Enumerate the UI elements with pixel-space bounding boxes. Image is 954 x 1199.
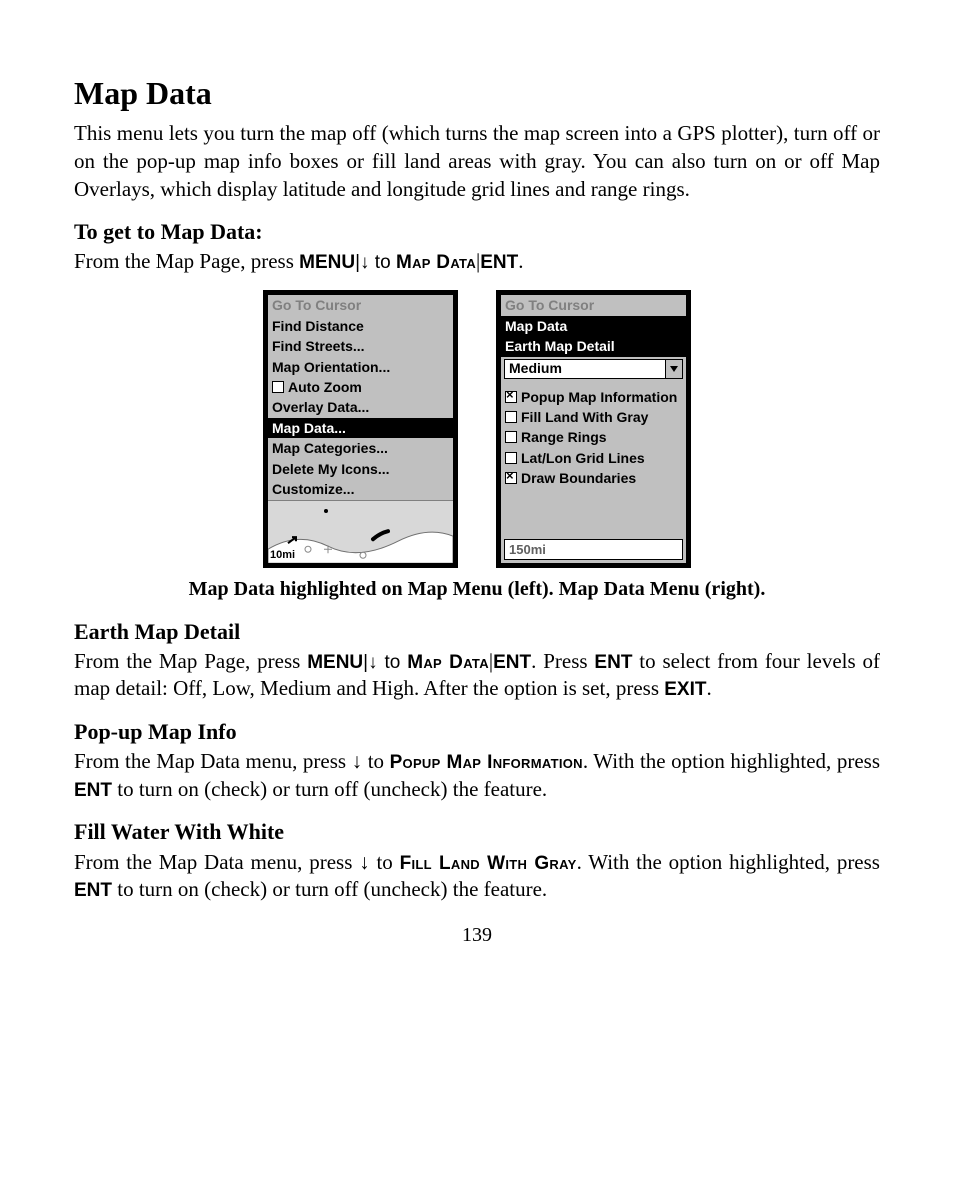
left-screen: Go To Cursor Find Distance Find Streets...… bbox=[263, 290, 458, 568]
togetto-heading: To get to Map Data: bbox=[74, 217, 880, 246]
option-label: Draw Boundaries bbox=[521, 470, 636, 486]
menu-item-label: Delete My Icons... bbox=[272, 461, 389, 477]
option-label: Popup Map Information bbox=[521, 389, 677, 405]
menu-item[interactable]: Delete My Icons... bbox=[268, 459, 453, 479]
popup-heading: Pop-up Map Info bbox=[74, 717, 880, 746]
txt: . Press bbox=[531, 649, 594, 673]
popup-paragraph: From the Map Data menu, press ↓ to Popup… bbox=[74, 748, 880, 803]
map-menu-list: Go To Cursor Find Distance Find Streets...… bbox=[268, 295, 453, 500]
txt: to turn on (check) or turn off (uncheck)… bbox=[112, 777, 547, 801]
menu-item[interactable]: Overlay Data... bbox=[268, 397, 453, 417]
menu-item-label: Customize... bbox=[272, 481, 354, 497]
menu-item-label: Auto Zoom bbox=[288, 379, 362, 395]
map-preview: 10mi bbox=[268, 500, 453, 563]
txt: From the Map Page, press bbox=[74, 649, 307, 673]
chevron-down-icon[interactable] bbox=[665, 360, 682, 378]
section-earthdetail: Earth Map Detail bbox=[501, 336, 686, 356]
txt: . With the option highlighted, press bbox=[583, 749, 880, 773]
sc-popup: Popup Map Information bbox=[390, 752, 583, 773]
dropdown-value: Medium bbox=[505, 359, 665, 377]
key-menu: MENU bbox=[307, 652, 363, 673]
menu-item[interactable]: Go To Cursor bbox=[268, 295, 453, 315]
menu-item[interactable]: Auto Zoom bbox=[268, 377, 453, 397]
checkbox-icon bbox=[505, 411, 517, 423]
txt: From the Map Data menu, press ↓ to bbox=[74, 850, 400, 874]
key-exit: EXIT bbox=[664, 679, 706, 700]
checkbox-icon bbox=[505, 452, 517, 464]
page-title: Map Data bbox=[74, 72, 880, 114]
earth-heading: Earth Map Detail bbox=[74, 617, 880, 646]
txt: |↓ to bbox=[363, 652, 407, 673]
txt: to turn on (check) or turn off (uncheck)… bbox=[112, 877, 547, 901]
sc-mapdata: Map Data bbox=[407, 652, 489, 673]
mapdata-options: Popup Map Information Fill Land With Gray… bbox=[501, 387, 686, 489]
key-ent: ENT bbox=[493, 652, 531, 673]
option-item[interactable]: Lat/Lon Grid Lines bbox=[501, 448, 686, 468]
key-ent: ENT bbox=[480, 252, 518, 273]
screenshot-pair: Go To Cursor Find Distance Find Streets...… bbox=[74, 290, 880, 568]
menu-item-label: Overlay Data... bbox=[272, 399, 369, 415]
menu-item-label: Map Orientation... bbox=[272, 359, 390, 375]
txt: . bbox=[518, 249, 523, 273]
menu-item[interactable]: Find Distance bbox=[268, 316, 453, 336]
checkbox-icon bbox=[505, 431, 517, 443]
map-scale: 10mi bbox=[270, 548, 295, 563]
txt: . bbox=[706, 676, 711, 700]
checkbox-icon bbox=[272, 381, 284, 393]
txt: . With the option highlighted, press bbox=[577, 850, 880, 874]
page-number: 139 bbox=[74, 922, 880, 948]
key-menu: MENU bbox=[299, 252, 355, 273]
menu-item-label: Find Streets... bbox=[272, 338, 365, 354]
option-label: Fill Land With Gray bbox=[521, 409, 648, 425]
detail-dropdown[interactable]: Medium bbox=[504, 359, 683, 379]
menu-item-label: Find Distance bbox=[272, 318, 364, 334]
fill-heading: Fill Water With White bbox=[74, 817, 880, 846]
panel-title: Go To Cursor bbox=[501, 295, 686, 315]
menu-item[interactable]: Map Categories... bbox=[268, 438, 453, 458]
txt: From the Map Data menu, press ↓ to bbox=[74, 749, 390, 773]
menu-item[interactable]: Map Data... bbox=[268, 418, 453, 438]
right-screen: Go To Cursor Map Data Earth Map Detail M… bbox=[496, 290, 691, 568]
menu-item-label: Map Data... bbox=[272, 420, 346, 436]
menu-item-label: Map Categories... bbox=[272, 440, 388, 456]
sc-fill: Fill Land With Gray bbox=[400, 853, 577, 874]
option-item[interactable]: Draw Boundaries bbox=[501, 468, 686, 488]
intro-paragraph: This menu lets you turn the map off (whi… bbox=[74, 120, 880, 203]
txt: From the Map Page, press bbox=[74, 249, 299, 273]
key-ent: ENT bbox=[74, 780, 112, 801]
section-mapdata: Map Data bbox=[501, 316, 686, 336]
sc-mapdata: Map Data bbox=[396, 252, 476, 273]
menu-item[interactable]: Find Streets... bbox=[268, 336, 453, 356]
togetto-line: From the Map Page, press MENU|↓ to Map D… bbox=[74, 248, 880, 276]
fill-paragraph: From the Map Data menu, press ↓ to Fill … bbox=[74, 849, 880, 904]
earth-paragraph: From the Map Page, press MENU|↓ to Map D… bbox=[74, 648, 880, 703]
key-ent: ENT bbox=[74, 880, 112, 901]
status-bar: 150mi bbox=[504, 539, 683, 560]
option-label: Range Rings bbox=[521, 429, 607, 445]
option-item[interactable]: Popup Map Information bbox=[501, 387, 686, 407]
menu-item-label: Go To Cursor bbox=[272, 297, 361, 313]
option-item[interactable]: Range Rings bbox=[501, 427, 686, 447]
figure-caption: Map Data highlighted on Map Menu (left).… bbox=[74, 576, 880, 602]
txt: |↓ to bbox=[355, 252, 396, 273]
checkbox-icon bbox=[505, 391, 517, 403]
menu-item[interactable]: Map Orientation... bbox=[268, 357, 453, 377]
option-item[interactable]: Fill Land With Gray bbox=[501, 407, 686, 427]
checkbox-icon bbox=[505, 472, 517, 484]
menu-item[interactable]: Customize... bbox=[268, 479, 453, 499]
option-label: Lat/Lon Grid Lines bbox=[521, 450, 645, 466]
key-ent: ENT bbox=[594, 652, 632, 673]
